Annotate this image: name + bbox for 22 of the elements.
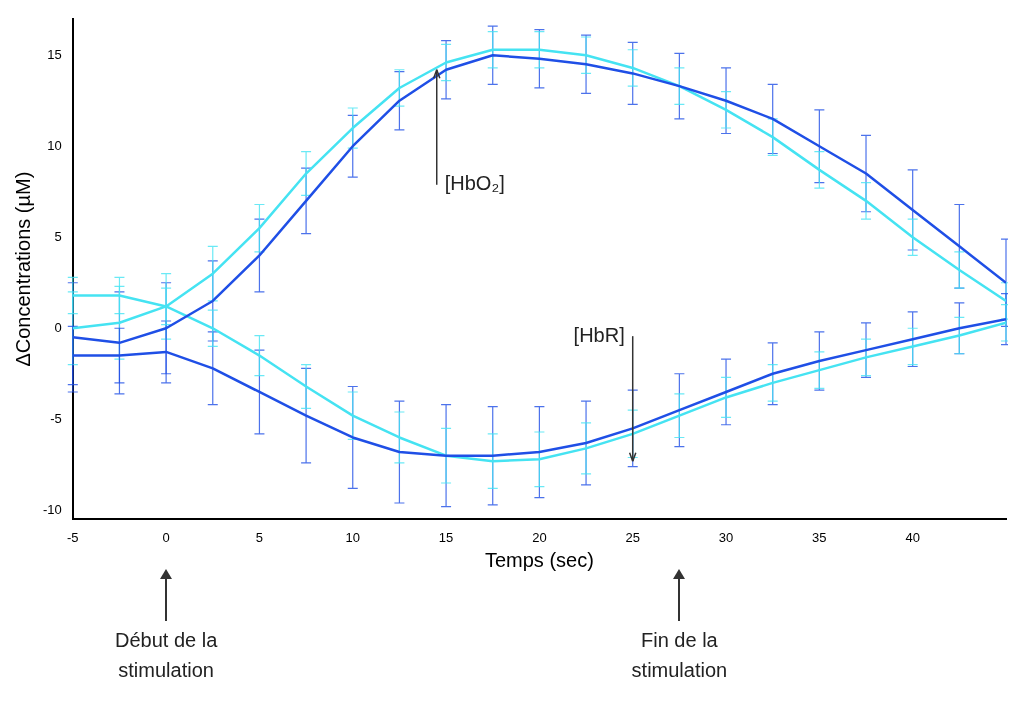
x-tick-label: 25 (625, 529, 640, 545)
y-tick-label: 15 (47, 46, 62, 62)
x-tick-label: 30 (718, 529, 734, 545)
y-tick-label: 5 (54, 228, 62, 244)
x-tick-label: 0 (162, 529, 170, 545)
x-tick-label: 20 (532, 529, 547, 545)
x-axis-title: Temps (sec) (484, 548, 594, 571)
text: Début de la stimulation (114, 628, 219, 681)
annotation: [HbR] (573, 323, 625, 346)
x-tick-label: 15 (438, 529, 454, 545)
y-tick-label: 0 (54, 319, 62, 335)
x-tick-label: 40 (905, 529, 920, 545)
x-tick-label: 5 (255, 529, 264, 545)
x-tick-label: -5 (67, 529, 79, 545)
x-tick-label: 35 (812, 529, 827, 545)
y-tick-label: -10 (42, 501, 62, 517)
annotation: [HbO₂] (444, 172, 505, 195)
y-axis-title: ΔConcentrations (µM) (11, 171, 34, 367)
text: Fin de la stimulation (631, 628, 728, 681)
y-tick-label: -5 (50, 410, 62, 426)
y-tick-label: 10 (47, 137, 62, 153)
x-tick-label: 10 (345, 529, 360, 545)
